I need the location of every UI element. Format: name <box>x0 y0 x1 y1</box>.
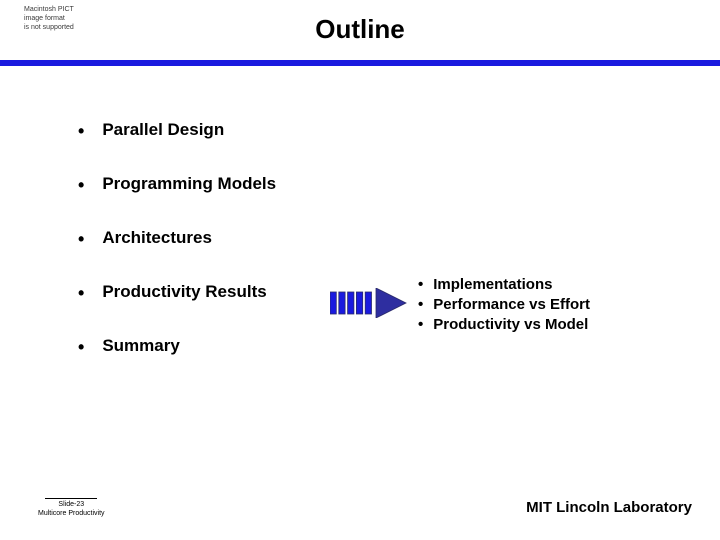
arrow-icon <box>330 288 408 318</box>
page-title: Outline <box>0 14 720 45</box>
bullet-dot: • <box>78 284 84 302</box>
outline-label: Summary <box>102 336 179 356</box>
title-divider <box>0 60 720 66</box>
sub-label: Implementations <box>433 276 552 293</box>
sub-label: Performance vs Effort <box>433 296 590 313</box>
footer-rule <box>45 498 97 499</box>
outline-item: • Parallel Design <box>78 120 358 140</box>
outline-list: • Parallel Design • Programming Models •… <box>78 120 358 390</box>
outline-item: • Summary <box>78 336 358 356</box>
bullet-dot: • <box>418 276 423 293</box>
sub-item: • Performance vs Effort <box>418 296 590 313</box>
slide-number: Slide-23 <box>38 501 105 509</box>
bullet-dot: • <box>418 296 423 313</box>
deck-name: Multicore Productivity <box>38 510 105 518</box>
outline-label: Programming Models <box>102 174 276 194</box>
bullet-dot: • <box>78 338 84 356</box>
outline-label: Parallel Design <box>102 120 224 140</box>
outline-item: • Programming Models <box>78 174 358 194</box>
slide: Macintosh PICT image format is not suppo… <box>0 0 720 540</box>
bullet-dot: • <box>78 122 84 140</box>
outline-item: • Architectures <box>78 228 358 248</box>
bullet-dot: • <box>78 230 84 248</box>
bullet-dot: • <box>78 176 84 194</box>
footer-org: MIT Lincoln Laboratory <box>526 499 692 516</box>
sub-item: • Implementations <box>418 276 590 293</box>
outline-item-active: • Productivity Results <box>78 282 358 302</box>
outline-label-text: Productivity Results <box>102 282 266 301</box>
footer-left: Slide-23 Multicore Productivity <box>38 498 105 518</box>
bullet-dot: • <box>418 316 423 333</box>
outline-label: Architectures <box>102 228 212 248</box>
outline-label-highlight: Productivity Results <box>102 282 266 302</box>
sub-label: Productivity vs Model <box>433 316 588 333</box>
sub-list: • Implementations • Performance vs Effor… <box>418 276 590 336</box>
sub-item: • Productivity vs Model <box>418 316 590 333</box>
